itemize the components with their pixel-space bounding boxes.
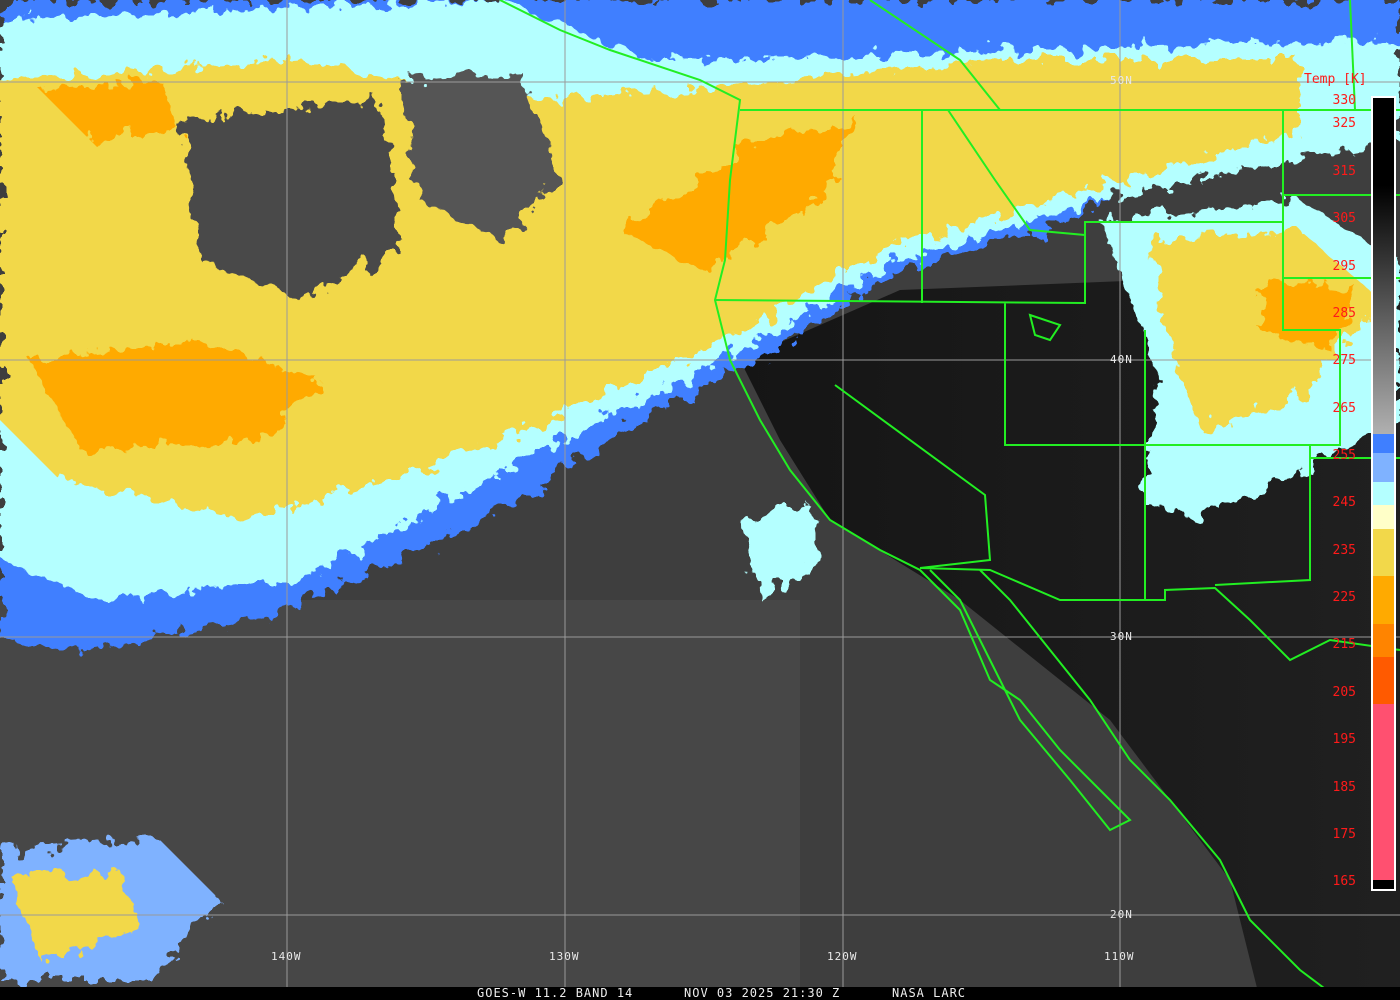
colorbar-tick-label: 295 xyxy=(1332,258,1356,274)
caption-datetime: NOV 03 2025 21:30 Z xyxy=(684,986,841,1000)
colorbar-tick-label: 195 xyxy=(1332,732,1356,748)
colorbar-segment xyxy=(1373,704,1394,880)
colorbar-segment xyxy=(1373,529,1394,577)
caption-satellite: GOES-W 11.2 BAND 14 xyxy=(477,986,634,1000)
colorbar-tick-label: 165 xyxy=(1332,874,1356,890)
colorbar-tick-label: 275 xyxy=(1332,353,1356,369)
colorbar-tick-label: 245 xyxy=(1332,495,1356,511)
colorbar-tick-label: 285 xyxy=(1332,305,1356,321)
colorbar-tick-label: 185 xyxy=(1332,779,1356,795)
lon-label-140w: 140W xyxy=(271,950,302,963)
temperature-colorbar xyxy=(1371,96,1396,891)
caption-source: NASA LARC xyxy=(892,986,967,1000)
lon-label-130w: 130W xyxy=(549,950,580,963)
lat-label-20n: 20N xyxy=(1110,908,1133,921)
colorbar-tick-label: 255 xyxy=(1332,447,1356,463)
lat-label-50n: 50N xyxy=(1110,74,1133,87)
lat-label-30n: 30N xyxy=(1110,630,1133,643)
colorbar-tick-label: 265 xyxy=(1332,400,1356,416)
colorbar-tick-label: 205 xyxy=(1332,684,1356,700)
colorbar-segment xyxy=(1373,434,1394,454)
colorbar-segment xyxy=(1373,623,1394,657)
colorbar-segment xyxy=(1373,505,1394,529)
colorbar-segment xyxy=(1373,576,1394,624)
colorbar-tick-label: 315 xyxy=(1332,163,1356,179)
lon-label-110w: 110W xyxy=(1104,950,1135,963)
colorbar-segment xyxy=(1373,481,1394,506)
colorbar-title: Temp [K] xyxy=(1304,72,1367,87)
colorbar-segment xyxy=(1373,453,1394,482)
colorbar-tick-label: 325 xyxy=(1332,116,1356,132)
colorbar-tick-label: 305 xyxy=(1332,211,1356,227)
colorbar-tick-label: 225 xyxy=(1332,590,1356,606)
colorbar-tick-label: 215 xyxy=(1332,637,1356,653)
image-caption: GOES-W 11.2 BAND 14 NOV 03 2025 21:30 Z … xyxy=(0,986,1400,1000)
lat-label-40n: 40N xyxy=(1110,353,1133,366)
political-boundaries xyxy=(499,0,1400,1000)
colorbar-tick-label: 175 xyxy=(1332,826,1356,842)
colorbar-tick-label: 330 xyxy=(1332,92,1356,108)
colorbar-gray-ramp xyxy=(1373,102,1394,435)
lon-label-120w: 120W xyxy=(827,950,858,963)
colorbar-segment xyxy=(1373,879,1394,889)
colorbar-tick-label: 235 xyxy=(1332,542,1356,558)
colorbar-segment xyxy=(1373,656,1394,705)
